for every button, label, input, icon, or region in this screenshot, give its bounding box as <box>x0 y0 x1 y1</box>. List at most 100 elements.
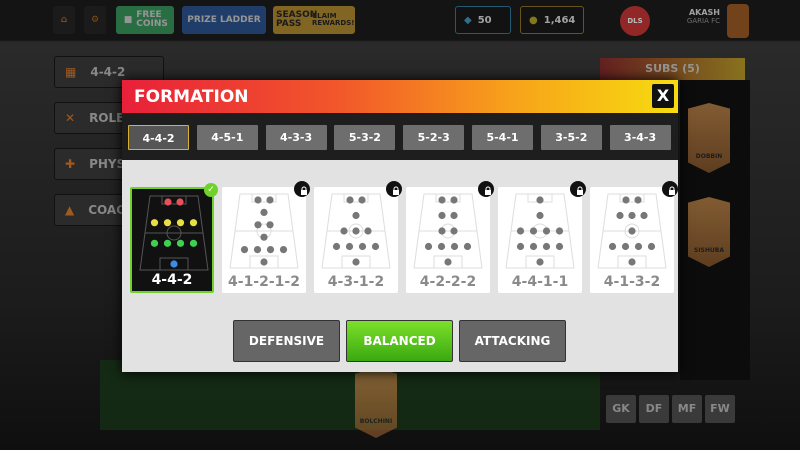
formation-label: 4-3-1-2 <box>327 274 385 290</box>
coin-icon: ● <box>529 14 538 26</box>
player-dot <box>189 239 198 247</box>
player-dot <box>437 242 446 251</box>
check-icon: ✓ <box>204 183 218 197</box>
home-button[interactable]: ⌂ <box>53 6 75 34</box>
player-dot <box>364 227 372 235</box>
lock-icon <box>294 181 310 197</box>
player-dot <box>628 211 636 220</box>
home-icon: ⌂ <box>60 14 68 25</box>
player-dot <box>628 258 636 266</box>
player-dot <box>450 242 459 251</box>
formation-card[interactable]: 4-3-1-2 <box>314 181 402 293</box>
subs-header: SUBS (5) <box>600 58 745 80</box>
player-dot <box>616 211 624 220</box>
player-dot <box>254 221 262 229</box>
player-dot <box>555 242 564 251</box>
formation-modal: FORMATION X 4-4-2 4-5-1 4-3-3 5-3-2 5-2-3 5-4… <box>122 80 678 372</box>
player-dot <box>164 198 172 206</box>
formation-label: 4-2-2-2 <box>419 274 477 290</box>
tab-5-3-2[interactable]: 5-3-2 <box>334 125 396 150</box>
player-dot <box>345 242 354 251</box>
player-dot <box>150 219 159 227</box>
player-dot <box>438 227 446 235</box>
player-dot <box>346 196 354 204</box>
attacking-button[interactable]: ATTACKING <box>459 320 566 362</box>
player-dot <box>340 227 348 235</box>
tab-4-3-3[interactable]: 4-3-3 <box>265 125 327 150</box>
player-dot <box>536 258 544 266</box>
player-dot <box>463 242 472 251</box>
formation-card[interactable]: 4-2-2-2 <box>406 181 494 293</box>
player-dot <box>438 196 446 204</box>
formation-label: 4-4-1-1 <box>511 274 569 290</box>
player-dot <box>542 227 551 235</box>
player-card[interactable]: SISHUBA <box>688 197 730 267</box>
medkit-icon: ✚ <box>65 157 76 171</box>
player-dot <box>444 258 452 266</box>
avatar[interactable] <box>727 4 749 38</box>
balanced-button[interactable]: BALANCED <box>346 320 453 362</box>
season-pass-button[interactable]: SEASON PASS CLAIM REWARDS! <box>273 6 355 34</box>
player-dot <box>450 196 458 204</box>
player-dot <box>450 227 458 235</box>
filter-fw[interactable]: FW <box>705 395 735 423</box>
player-dot <box>260 233 268 241</box>
settings-button[interactable]: ⚙ <box>84 6 106 34</box>
player-card[interactable]: DOBBIN <box>688 103 730 173</box>
player-dot <box>253 246 262 254</box>
user-info: AKASH GARIA FC <box>686 8 720 25</box>
formation-card[interactable]: 4-4-2 ✓ <box>130 183 218 293</box>
player-dot <box>621 242 630 251</box>
filter-mf[interactable]: MF <box>672 395 702 423</box>
pitch-diagram <box>139 195 209 271</box>
filter-df[interactable]: DF <box>639 395 669 423</box>
player-dot <box>260 208 268 216</box>
formation-card[interactable]: 4-1-3-2 <box>590 181 678 293</box>
tab-4-4-2[interactable]: 4-4-2 <box>128 125 189 150</box>
player-dot <box>640 211 648 220</box>
player-dot <box>163 239 172 247</box>
player-dot <box>634 242 643 251</box>
player-dot <box>542 242 551 251</box>
coins-counter[interactable]: ● 1,464 <box>520 6 584 34</box>
player-card[interactable]: BOLCHINI <box>355 368 397 438</box>
prize-ladder-button[interactable]: PRIZE LADDER <box>182 6 266 34</box>
gems-counter[interactable]: ◆ 50 <box>455 6 511 34</box>
pitch-diagram <box>597 193 667 269</box>
player-dot <box>150 239 159 247</box>
player-dot <box>358 196 366 204</box>
close-button[interactable]: X <box>652 84 674 108</box>
player-dot <box>176 239 185 247</box>
formation-card[interactable]: 4-1-2-1-2 <box>222 181 310 293</box>
close-icon: X <box>656 86 670 105</box>
club-badge[interactable]: DLS <box>620 6 650 36</box>
modal-title: FORMATION <box>134 86 249 107</box>
player-dot <box>371 242 380 251</box>
player-dot <box>622 196 630 204</box>
player-dot <box>266 221 274 229</box>
gem-icon: ◆ <box>464 14 472 26</box>
player-dot <box>529 227 538 235</box>
tab-5-2-3[interactable]: 5-2-3 <box>403 125 465 150</box>
tab-3-4-3[interactable]: 3-4-3 <box>609 125 671 150</box>
formation-card[interactable]: 4-4-1-1 <box>498 181 586 293</box>
player-dot <box>352 227 360 235</box>
player-dot <box>516 227 525 235</box>
player-dot <box>260 258 268 266</box>
player-dot <box>332 242 341 251</box>
formation-icon: ▦ <box>65 65 77 79</box>
gear-icon: ⚙ <box>90 14 100 25</box>
player-dot <box>536 196 544 204</box>
tab-3-5-2[interactable]: 3-5-2 <box>540 125 602 150</box>
tab-4-5-1[interactable]: 4-5-1 <box>196 125 258 150</box>
player-dot <box>424 242 433 251</box>
defensive-button[interactable]: DEFENSIVE <box>233 320 340 362</box>
tab-5-4-1[interactable]: 5-4-1 <box>472 125 533 150</box>
player-dot <box>450 211 458 220</box>
free-coins-button[interactable]: ■ FREE COINS <box>116 6 174 34</box>
player-dot <box>536 211 544 220</box>
pitch-diagram <box>505 193 575 269</box>
video-camera-icon: ■ <box>123 14 133 25</box>
filter-gk[interactable]: GK <box>606 395 636 423</box>
player-dot <box>516 242 525 251</box>
